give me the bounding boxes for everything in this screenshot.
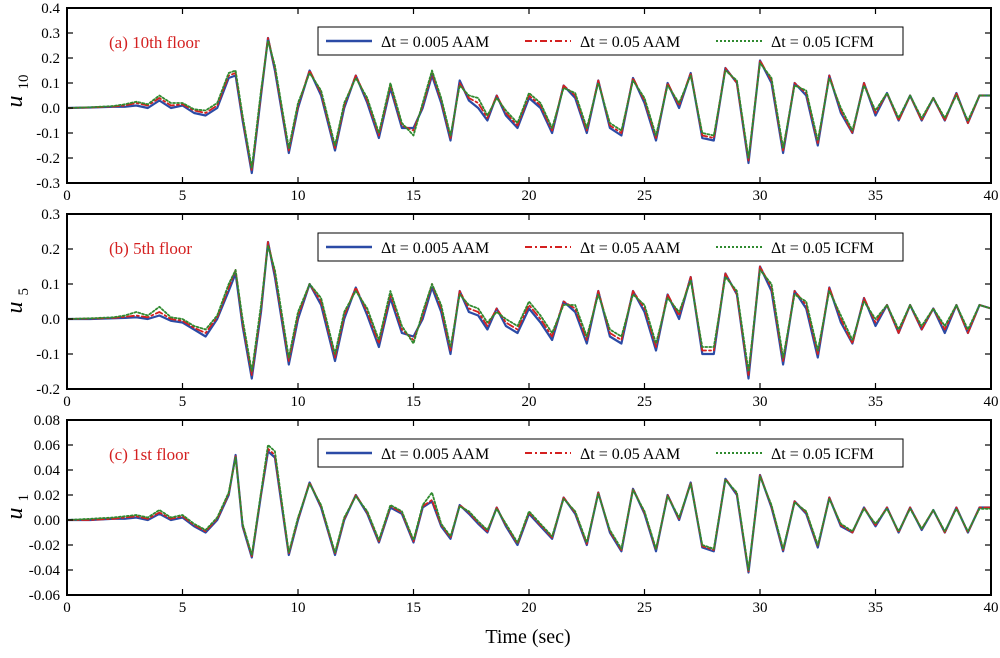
legend: Δt = 0.005 AAM Δt = 0.05 AAM Δt = 0.05 ICF…: [317, 438, 904, 468]
series-dt-005-icfm: [67, 39, 991, 169]
series-dt-005-icfm: [67, 244, 991, 373]
y-tick-label: -0.3: [36, 176, 60, 192]
y-tick-label: 0.2: [41, 242, 60, 258]
y-tick-label: 0.1: [41, 277, 60, 293]
y-tick-label: 0.00: [34, 513, 60, 529]
ticks: 0 5 10 15 20 25 30 35 40 -0.06 -0.04 -0.02 0.00 0.02 0…: [29, 413, 999, 616]
y-axis-label-symbol: u: [2, 96, 28, 108]
x-tick-label: 25: [637, 188, 652, 204]
legend-label: Δt = 0.005 AAM: [381, 34, 489, 51]
legend: Δt = 0.005 AAM Δt = 0.05 AAM Δt = 0.05 ICF…: [317, 232, 904, 262]
y-tick-label: 0.0: [41, 101, 60, 117]
x-tick-label: 15: [406, 394, 421, 410]
y-tick-label: 0.3: [41, 26, 60, 42]
x-tick-label: 40: [984, 600, 999, 616]
legend: Δt = 0.005 AAM Δt = 0.05 AAM Δt = 0.05 ICF…: [317, 26, 904, 56]
legend-label: Δt = 0.05 AAM: [580, 446, 680, 463]
legend-label: Δt = 0.05 ICFM: [771, 240, 874, 257]
x-tick-label: 40: [984, 394, 999, 410]
x-tick-label: 20: [522, 188, 537, 204]
x-axis-label: Time (sec): [485, 626, 570, 648]
legend-label: Δt = 0.005 AAM: [381, 240, 489, 257]
ticks: 0 5 10 15 20 25 30 35 40 -0.2 -0.1 0.0 0.1 0.2 0.3: [36, 207, 998, 410]
x-tick-label: 5: [179, 600, 187, 616]
x-tick-label: 10: [291, 600, 306, 616]
legend-label: Δt = 0.005 AAM: [381, 446, 489, 463]
series-layer: [67, 36, 991, 175]
legend-box: [317, 232, 904, 262]
x-tick-label: 20: [522, 600, 537, 616]
legend-label: Δt = 0.05 AAM: [580, 240, 680, 257]
y-tick-label: 0.08: [34, 413, 60, 429]
series-layer: [67, 444, 991, 574]
y-tick-label: 0.0: [41, 312, 60, 328]
legend-box: [317, 26, 904, 56]
series-dt-0005-aam: [67, 36, 991, 175]
y-axis-label-subscript: 5: [16, 288, 32, 296]
y-tick-label: -0.1: [36, 126, 60, 142]
series-layer: [67, 240, 991, 380]
panel-1st-floor: 0 5 10 15 20 25 30 35 40 -0.06 -0.04 -0.02 0.00 0.02 0…: [2, 413, 999, 616]
y-axis-label: u 5: [2, 288, 32, 314]
series-dt-005-aam: [67, 37, 991, 172]
x-tick-label: 5: [179, 394, 187, 410]
panel-label: (b) 5th floor: [109, 239, 192, 258]
legend-label: Δt = 0.05 ICFM: [771, 34, 874, 51]
y-tick-label: 0.06: [34, 438, 61, 454]
y-tick-label: -0.06: [29, 588, 61, 604]
x-tick-label: 0: [63, 188, 71, 204]
panel-10th-floor: 0 5 10 15 20 25 30 35 40 -0.3 -0.2 -0.1 0.0 0.1 0.2 0.3…: [2, 1, 999, 204]
x-tick-label: 35: [868, 600, 883, 616]
series-dt-0005-aam: [67, 240, 991, 380]
x-tick-label: 10: [291, 188, 306, 204]
legend-label: Δt = 0.05 ICFM: [771, 446, 874, 463]
y-tick-label: -0.1: [36, 347, 60, 363]
y-tick-label: -0.04: [29, 563, 61, 579]
x-tick-label: 20: [522, 394, 537, 410]
x-tick-label: 15: [406, 600, 421, 616]
y-axis-label-subscript: 1: [16, 494, 32, 502]
y-tick-label: 0.04: [34, 463, 61, 479]
x-tick-label: 30: [753, 188, 768, 204]
y-tick-label: 0.4: [41, 1, 60, 17]
x-tick-label: 15: [406, 188, 421, 204]
x-axis-title: Time (sec): [485, 626, 570, 648]
y-tick-label: 0.02: [34, 488, 60, 504]
x-tick-label: 10: [291, 394, 306, 410]
y-tick-label: 0.3: [41, 207, 60, 223]
y-tick-label: -0.2: [36, 382, 60, 398]
y-axis-label-subscript: 10: [16, 75, 32, 90]
x-tick-label: 25: [637, 394, 652, 410]
legend-label: Δt = 0.05 AAM: [580, 34, 680, 51]
x-tick-label: 30: [753, 394, 768, 410]
series-dt-005-icfm: [67, 444, 991, 571]
y-axis-label-symbol: u: [2, 508, 28, 520]
x-tick-label: 25: [637, 600, 652, 616]
x-tick-label: 35: [868, 188, 883, 204]
y-axis-label: u 1: [2, 494, 32, 520]
x-tick-label: 35: [868, 394, 883, 410]
panel-label: (c) 1st floor: [109, 445, 190, 464]
y-axis-label: u 10: [2, 75, 32, 108]
legend-box: [317, 438, 904, 468]
x-tick-label: 5: [179, 188, 187, 204]
y-tick-label: -0.2: [36, 151, 60, 167]
x-tick-label: 0: [63, 394, 71, 410]
ticks: 0 5 10 15 20 25 30 35 40 -0.3 -0.2 -0.1 0.0 0.1 0.2 0.3…: [36, 1, 998, 204]
y-tick-label: 0.2: [41, 51, 60, 67]
x-tick-label: 30: [753, 600, 768, 616]
x-tick-label: 0: [63, 600, 71, 616]
panel-label: (a) 10th floor: [109, 33, 200, 52]
y-tick-label: 0.1: [41, 76, 60, 92]
panel-5th-floor: 0 5 10 15 20 25 30 35 40 -0.2 -0.1 0.0 0.1 0.2 0.3 (b)…: [2, 207, 999, 410]
x-tick-label: 40: [984, 188, 999, 204]
y-axis-label-symbol: u: [2, 302, 28, 314]
y-tick-label: -0.02: [29, 538, 60, 554]
